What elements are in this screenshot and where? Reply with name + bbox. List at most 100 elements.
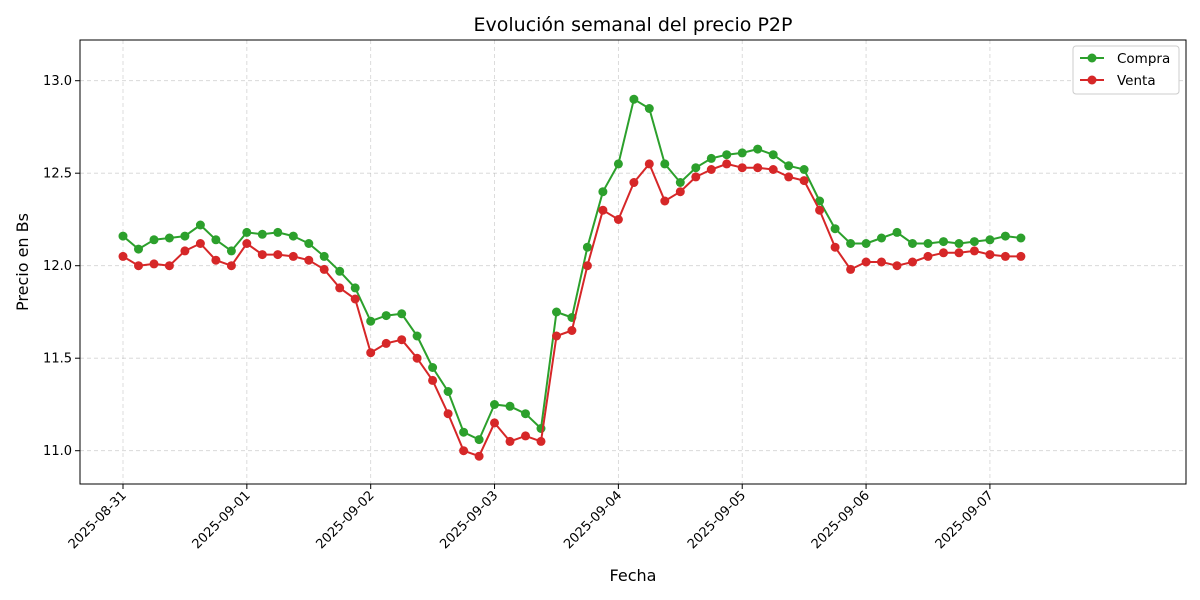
data-point-compra bbox=[257, 229, 267, 239]
data-point-venta bbox=[644, 159, 654, 169]
data-point-venta bbox=[350, 294, 360, 304]
data-point-compra bbox=[195, 220, 205, 230]
data-point-venta bbox=[985, 250, 995, 260]
data-point-compra bbox=[660, 159, 670, 169]
data-point-venta bbox=[552, 331, 561, 341]
data-point-compra bbox=[1000, 231, 1010, 241]
data-point-compra bbox=[582, 242, 592, 252]
data-point-venta bbox=[784, 172, 794, 182]
data-point-venta bbox=[629, 178, 639, 187]
legend-label-venta: Venta bbox=[1117, 73, 1156, 89]
data-point-venta bbox=[877, 257, 886, 267]
data-point-venta bbox=[490, 418, 499, 428]
data-point-venta bbox=[319, 264, 329, 274]
data-point-compra bbox=[366, 316, 376, 326]
data-point-compra bbox=[892, 227, 902, 237]
data-point-compra bbox=[226, 246, 236, 256]
series-compra bbox=[118, 94, 1026, 445]
data-point-compra bbox=[149, 235, 159, 245]
data-point-venta bbox=[412, 353, 422, 363]
data-point-compra bbox=[428, 363, 438, 372]
y-tick-label: 13.0 bbox=[43, 74, 72, 89]
data-point-venta bbox=[226, 261, 236, 271]
data-point-venta bbox=[304, 255, 314, 265]
data-point-compra bbox=[815, 196, 825, 206]
data-point-compra bbox=[768, 150, 778, 160]
legend: Compra Venta bbox=[1072, 45, 1180, 95]
data-point-venta bbox=[366, 348, 376, 358]
data-point-venta bbox=[180, 246, 190, 256]
data-point-compra bbox=[939, 237, 948, 247]
data-point-venta bbox=[846, 264, 856, 274]
data-point-venta bbox=[521, 431, 530, 441]
data-point-compra bbox=[598, 187, 608, 197]
data-point-venta bbox=[397, 335, 407, 345]
legend-marker-compra bbox=[1087, 53, 1097, 63]
data-point-venta bbox=[706, 165, 716, 174]
data-point-venta bbox=[273, 250, 283, 260]
data-point-venta bbox=[428, 375, 438, 385]
legend-marker-venta bbox=[1087, 75, 1097, 85]
legend-label-compra: Compra bbox=[1117, 51, 1170, 67]
data-point-compra bbox=[613, 159, 623, 169]
data-point-venta bbox=[768, 165, 778, 174]
data-point-compra bbox=[412, 331, 422, 341]
data-point-compra bbox=[923, 239, 933, 248]
data-point-compra bbox=[288, 231, 298, 241]
data-point-venta bbox=[288, 251, 298, 261]
data-point-compra bbox=[877, 233, 886, 243]
data-point-compra bbox=[846, 239, 856, 248]
data-point-venta bbox=[939, 248, 948, 258]
series-layer bbox=[118, 94, 1026, 461]
y-tick-label: 12.0 bbox=[43, 259, 72, 274]
data-point-compra bbox=[675, 178, 685, 187]
data-point-compra bbox=[304, 239, 314, 248]
data-point-venta bbox=[675, 187, 685, 197]
data-point-venta bbox=[536, 436, 546, 446]
y-tick-label: 11.0 bbox=[43, 444, 72, 459]
data-point-compra bbox=[381, 311, 391, 321]
data-point-venta bbox=[335, 283, 345, 293]
data-point-compra bbox=[350, 283, 360, 293]
data-point-venta bbox=[474, 451, 484, 461]
data-point-compra bbox=[118, 231, 128, 241]
data-point-compra bbox=[644, 104, 654, 113]
series-venta bbox=[118, 159, 1026, 461]
data-point-compra bbox=[211, 235, 221, 245]
data-point-venta bbox=[722, 159, 732, 169]
data-point-venta bbox=[242, 239, 252, 248]
data-point-venta bbox=[908, 257, 917, 267]
data-point-compra bbox=[799, 165, 809, 174]
data-point-venta bbox=[923, 251, 933, 261]
data-point-compra bbox=[490, 400, 499, 409]
data-point-compra bbox=[164, 233, 174, 243]
data-point-compra bbox=[629, 94, 639, 104]
x-axis-label: Fecha bbox=[610, 566, 657, 585]
y-tick-label: 11.5 bbox=[43, 352, 72, 367]
data-point-compra bbox=[737, 148, 747, 158]
data-point-compra bbox=[1016, 233, 1026, 243]
data-point-venta bbox=[118, 251, 128, 261]
data-point-compra bbox=[552, 307, 561, 317]
data-point-compra bbox=[180, 231, 190, 241]
data-point-venta bbox=[164, 261, 174, 271]
data-point-venta bbox=[815, 205, 825, 215]
data-point-venta bbox=[892, 261, 902, 271]
data-point-venta bbox=[969, 246, 979, 256]
data-point-compra bbox=[521, 409, 530, 419]
data-point-compra bbox=[459, 427, 469, 437]
data-point-venta bbox=[691, 172, 701, 182]
y-axis-label: Precio en Bs bbox=[13, 213, 32, 311]
data-point-venta bbox=[443, 409, 453, 419]
data-point-compra bbox=[691, 163, 701, 173]
data-point-venta bbox=[211, 255, 221, 265]
data-point-venta bbox=[567, 326, 577, 335]
data-point-venta bbox=[134, 261, 143, 271]
data-point-venta bbox=[830, 242, 840, 252]
data-point-venta bbox=[149, 259, 159, 269]
plot-frame bbox=[79, 39, 1187, 485]
data-point-venta bbox=[257, 250, 267, 260]
data-point-compra bbox=[443, 387, 453, 396]
